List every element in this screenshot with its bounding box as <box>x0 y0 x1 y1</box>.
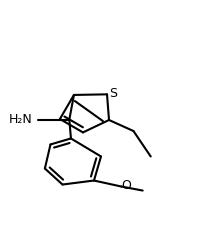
Text: H₂N: H₂N <box>9 113 33 126</box>
Text: S: S <box>109 87 117 100</box>
Text: O: O <box>121 179 131 192</box>
